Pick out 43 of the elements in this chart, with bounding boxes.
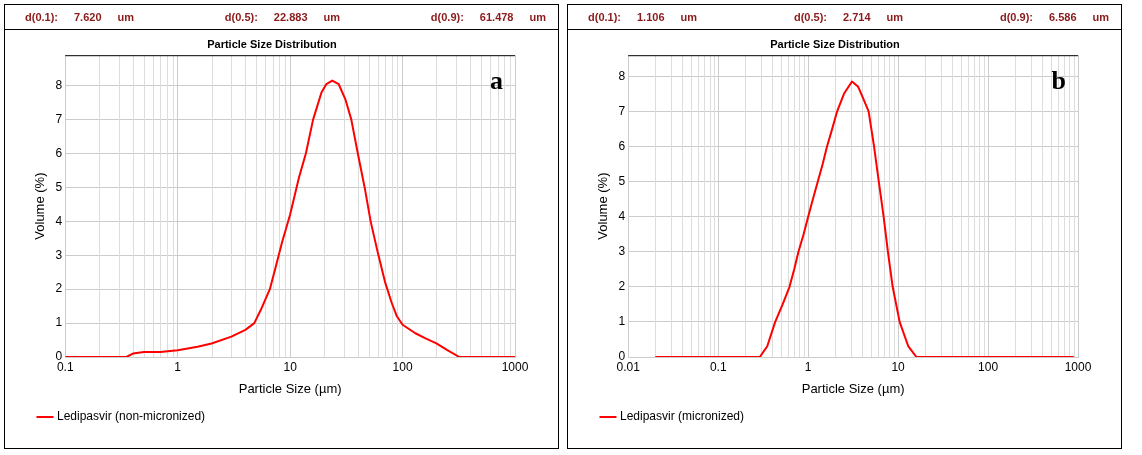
x-tick-label: 10 — [283, 359, 298, 374]
y-tick-label: 5 — [55, 179, 63, 194]
x-tick-label: 0.1 — [709, 359, 727, 374]
y-tick-label: 5 — [618, 173, 626, 188]
y-tick-label: 8 — [55, 78, 63, 93]
x-axis-title: Particle Size (µm) — [238, 380, 342, 396]
y-tick-label: 1 — [618, 314, 626, 329]
y-tick-label: 8 — [618, 68, 626, 83]
x-tick-label: 100 — [392, 359, 413, 374]
y-tick-label: 7 — [618, 103, 626, 118]
y-tick-label: 4 — [55, 213, 63, 228]
legend-label: Ledipasvir (non-micronized) — [57, 409, 206, 424]
legend-label: Ledipasvir (micronized) — [620, 409, 745, 424]
y-axis-title: Volume (%) — [595, 172, 611, 240]
x-tick-label: 1 — [174, 359, 182, 374]
annotation: a — [490, 65, 503, 95]
y-tick-label: 6 — [55, 145, 63, 160]
y-axis-title: Volume (%) — [32, 172, 48, 240]
y-tick-label: 2 — [55, 281, 63, 296]
chart-title: Particle Size Distribution — [207, 37, 338, 50]
x-tick-label: 0.1 — [56, 359, 74, 374]
y-tick-label: 2 — [618, 279, 626, 294]
x-tick-label: 100 — [978, 359, 999, 374]
x-tick-label: 1000 — [501, 359, 529, 374]
x-tick-label: 1000 — [1064, 359, 1092, 374]
x-tick-label: 10 — [891, 359, 906, 374]
x-axis-title: Particle Size (µm) — [801, 380, 905, 396]
y-tick-label: 3 — [55, 247, 63, 262]
y-tick-label: 4 — [618, 208, 626, 223]
x-tick-label: 0.01 — [616, 359, 641, 374]
text: d(0.5): 2.714 um — [793, 11, 904, 23]
text: d(0.9): 6.586 um — [999, 11, 1109, 23]
text: d(0.1): 7.620 um — [25, 11, 135, 23]
text: d(0.9): 61.478 um — [430, 11, 546, 23]
text: d(0.1): 1.106 um — [588, 11, 698, 23]
x-tick-label: 1 — [804, 359, 812, 374]
y-tick-label: 1 — [55, 315, 63, 330]
chart-title: Particle Size Distribution — [770, 37, 901, 50]
y-tick-label: 6 — [618, 138, 626, 153]
text: d(0.5): 22.883 um — [224, 11, 341, 23]
y-tick-label: 3 — [618, 244, 626, 259]
y-tick-label: 7 — [55, 111, 63, 126]
annotation: b — [1051, 65, 1066, 95]
